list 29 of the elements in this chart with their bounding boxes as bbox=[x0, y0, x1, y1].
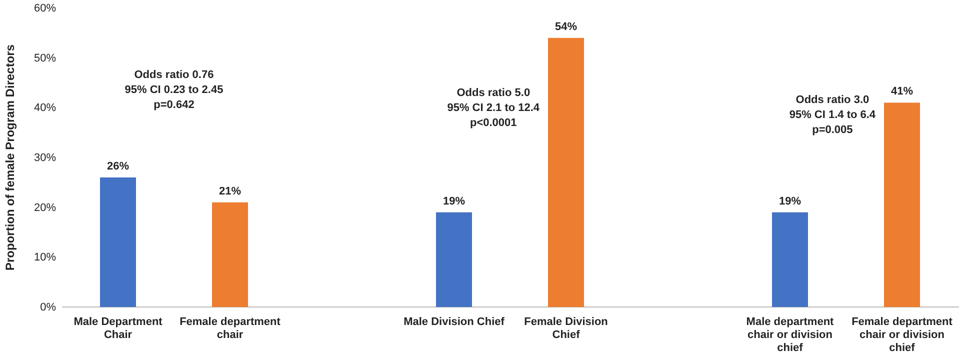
data-label: 26% bbox=[106, 160, 130, 172]
data-label: 54% bbox=[554, 20, 578, 33]
x-tick-label: Male Division Chief bbox=[404, 316, 505, 328]
annotation: Odds ratio 3.0 95% CI 1.4 to 6.4 p=0.005 bbox=[789, 94, 876, 136]
annotation: Odds ratio 0.76 95% CI 0.23 to 2.45 p=0.642 bbox=[124, 69, 224, 111]
data-label: 41% bbox=[890, 86, 914, 98]
x-tick-label: Female department chair bbox=[180, 316, 281, 342]
x-tick-label: Male department chair or division chief bbox=[746, 316, 834, 354]
bar bbox=[212, 202, 248, 307]
y-tick-label: 60% bbox=[34, 2, 56, 15]
y-tick-label: 20% bbox=[34, 202, 56, 214]
y-tick-label: 10% bbox=[34, 252, 56, 264]
annotation: Odds ratio 5.0 95% CI 2.1 to 12.4 p<0.0001 bbox=[447, 87, 540, 129]
y-tick-label: 0% bbox=[40, 302, 56, 314]
bar bbox=[884, 102, 920, 307]
bar bbox=[436, 212, 472, 307]
bar bbox=[548, 38, 584, 307]
y-axis-title: Proportion of female Program Directors bbox=[3, 44, 17, 271]
x-tick-label: Female department chair or division chief bbox=[852, 316, 953, 354]
x-tick-label: Female Division Chief bbox=[524, 316, 608, 342]
y-tick-label: 30% bbox=[34, 152, 56, 164]
data-label: 19% bbox=[778, 195, 802, 208]
data-label: 19% bbox=[442, 195, 466, 208]
bar bbox=[772, 212, 808, 307]
y-tick-label: 40% bbox=[34, 102, 56, 114]
bar bbox=[100, 177, 136, 307]
data-label: 21% bbox=[218, 185, 242, 198]
x-tick-label: Male Department Chair bbox=[74, 316, 163, 342]
y-tick-label: 50% bbox=[34, 52, 56, 64]
